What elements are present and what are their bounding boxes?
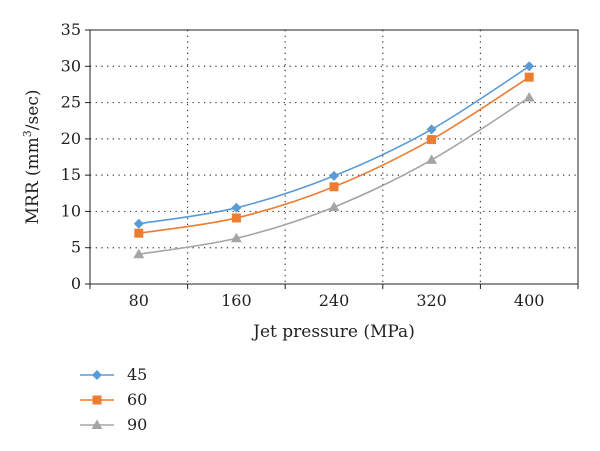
- data-point: [329, 182, 339, 192]
- legend-label: 60: [127, 390, 147, 409]
- y-tick-label: 15: [61, 165, 81, 184]
- x-tick-label: 240: [319, 291, 350, 310]
- legend-item: 90: [80, 415, 147, 434]
- data-point: [329, 170, 339, 181]
- y-tick-label: 5: [71, 238, 81, 257]
- legend-label: 45: [127, 365, 147, 384]
- legend-item: 45: [80, 365, 147, 384]
- y-axis-title-unit: /sec): [23, 90, 43, 131]
- x-axis-title: Jet pressure (MPa): [251, 322, 415, 342]
- data-point: [523, 91, 535, 102]
- data-point: [328, 201, 340, 212]
- gridlines: [90, 30, 578, 284]
- data-point: [133, 248, 145, 259]
- data-point: [231, 213, 241, 223]
- series-layer: [133, 61, 535, 259]
- y-axis-title-superscript: 3: [21, 130, 34, 137]
- y-tick-label: 0: [71, 274, 81, 293]
- data-point: [524, 61, 535, 72]
- x-tick-label: 400: [514, 291, 545, 310]
- x-axis: 80 160 240 320 400: [89, 284, 579, 310]
- data-point: [134, 228, 144, 238]
- data-point: [524, 72, 534, 82]
- plot-area-frame: [89, 29, 579, 285]
- x-tick-label: 80: [129, 291, 149, 310]
- series-60: [134, 72, 534, 238]
- y-tick-label: 35: [61, 20, 81, 39]
- data-point: [427, 135, 437, 145]
- y-axis-title: MRR (mm3/sec): [21, 90, 43, 225]
- legend-marker: [92, 370, 102, 380]
- data-point: [133, 218, 144, 229]
- y-tick-label: 20: [61, 129, 81, 148]
- legend: 45 60 90: [80, 365, 147, 434]
- data-point: [426, 154, 438, 164]
- y-axis: 0 5 10 15 20 25 30 35: [61, 20, 90, 293]
- data-point: [426, 124, 437, 135]
- legend-label: 90: [127, 415, 147, 434]
- legend-marker: [92, 395, 102, 405]
- legend-item: 60: [80, 390, 147, 409]
- y-axis-title-main: MRR (mm: [23, 137, 43, 224]
- data-point: [230, 232, 242, 243]
- legend-marker: [91, 419, 103, 429]
- y-tick-label: 25: [61, 93, 81, 112]
- x-tick-label: 320: [416, 291, 447, 310]
- series-line: [138, 65, 530, 225]
- data-point: [231, 202, 242, 213]
- y-tick-label: 30: [61, 56, 81, 75]
- y-tick-label: 10: [61, 201, 81, 220]
- series-45: [133, 61, 535, 229]
- x-tick-label: 160: [221, 291, 252, 310]
- series-90: [133, 91, 535, 259]
